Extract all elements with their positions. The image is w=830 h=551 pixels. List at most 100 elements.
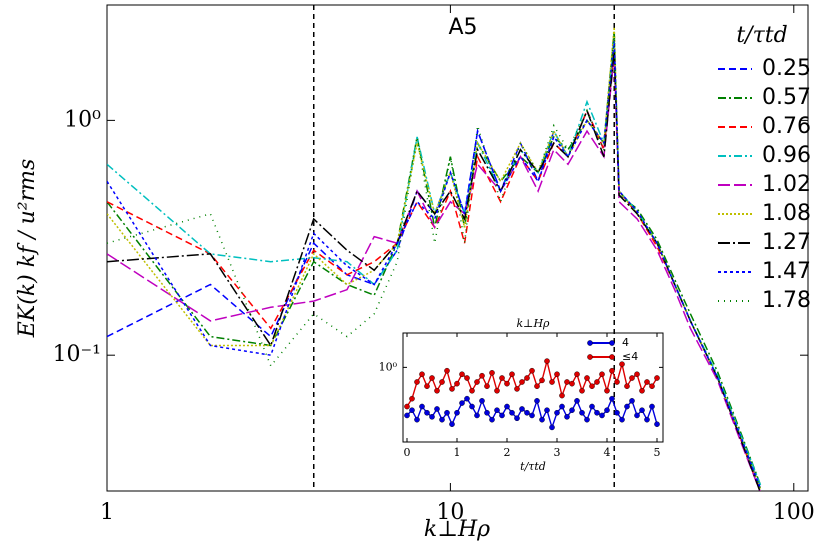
data-point (639, 407, 645, 414)
data-point (464, 375, 470, 381)
data-point (444, 409, 450, 416)
data-point (514, 415, 520, 422)
data-point (574, 371, 580, 378)
data-point (574, 398, 580, 404)
data-point (529, 367, 535, 374)
data-point (404, 412, 410, 419)
data-point (624, 383, 630, 390)
data-point (509, 371, 515, 378)
series-line (107, 35, 762, 489)
data-point (444, 367, 450, 374)
data-point (454, 380, 460, 387)
legend-label: 0.57 (762, 85, 811, 110)
legend-label: 1.78 (762, 288, 811, 313)
data-point (459, 371, 465, 378)
data-point (504, 403, 510, 410)
data-point (599, 371, 605, 378)
data-point (439, 379, 445, 385)
x-tick-label: 5 (654, 446, 661, 459)
data-point (524, 375, 530, 381)
data-point (609, 395, 615, 402)
data-point (654, 421, 660, 427)
data-point (569, 407, 575, 414)
plot-frame (106, 4, 809, 492)
data-point (519, 406, 525, 412)
legend-marker (587, 354, 593, 360)
x-tick-label: 1 (100, 500, 114, 525)
data-point (464, 395, 470, 402)
legend-marker (587, 340, 593, 346)
data-point (644, 379, 650, 385)
y-tick-label: 10⁻¹ (53, 342, 101, 367)
data-point (494, 387, 500, 394)
data-point (439, 416, 445, 423)
legend-label: 1.27 (762, 230, 811, 255)
inset-frame (402, 332, 664, 443)
data-point (614, 379, 620, 385)
data-point (644, 416, 650, 423)
data-point (579, 387, 585, 394)
data-point (479, 398, 485, 404)
data-point (654, 375, 660, 381)
inset-x-label: t/τtd (520, 460, 546, 473)
data-point (434, 406, 440, 412)
data-point (619, 361, 625, 367)
data-point (589, 403, 595, 410)
x-tick-label: 2 (504, 446, 511, 459)
legend-label: ≤4 (622, 350, 638, 363)
data-point (559, 403, 565, 410)
data-point (599, 412, 605, 419)
y-axis-label: EK(k) kf / u²rms (15, 159, 40, 339)
chart-title: A5 (448, 15, 477, 40)
legend-label: 1.02 (762, 172, 811, 197)
data-point (424, 383, 430, 390)
data-point (529, 412, 535, 419)
data-point (414, 379, 420, 385)
data-point (489, 416, 495, 423)
data-point (484, 409, 490, 416)
data-point (634, 371, 640, 378)
data-point (539, 416, 545, 423)
data-point (449, 421, 455, 427)
x-tick-label: 3 (554, 446, 561, 459)
x-tick-label: 0 (404, 446, 411, 459)
data-point (414, 416, 420, 423)
series-group (107, 26, 762, 491)
data-point (499, 412, 505, 419)
data-point (469, 403, 475, 410)
y-tick-label: 10⁰ (379, 360, 398, 373)
data-point (504, 380, 510, 387)
data-point (534, 398, 540, 404)
data-point (479, 372, 485, 379)
series-line (107, 39, 762, 489)
series-group (404, 358, 660, 431)
data-point (564, 379, 570, 385)
data-point (429, 375, 435, 381)
data-point (514, 386, 520, 392)
data-point (524, 409, 530, 416)
x-tick-label: 100 (773, 500, 815, 525)
data-point (609, 367, 615, 374)
data-point (419, 403, 425, 410)
data-point (454, 409, 460, 416)
data-point (509, 409, 515, 416)
data-point (539, 377, 545, 384)
inset-background (403, 312, 667, 477)
data-point (474, 412, 480, 419)
data-point (649, 383, 655, 390)
y-tick-label: 10⁰ (64, 107, 101, 132)
data-point (634, 412, 640, 419)
legend-label: 0.25 (762, 56, 811, 81)
data-point (604, 387, 610, 394)
x-tick-label: 4 (604, 446, 611, 459)
data-point (629, 398, 635, 404)
data-point (489, 370, 495, 376)
legend-marker (609, 340, 615, 346)
data-point (619, 416, 625, 423)
data-point (519, 379, 525, 385)
data-point (604, 407, 610, 414)
data-point (639, 387, 645, 394)
data-point (434, 387, 440, 394)
data-point (614, 409, 620, 416)
